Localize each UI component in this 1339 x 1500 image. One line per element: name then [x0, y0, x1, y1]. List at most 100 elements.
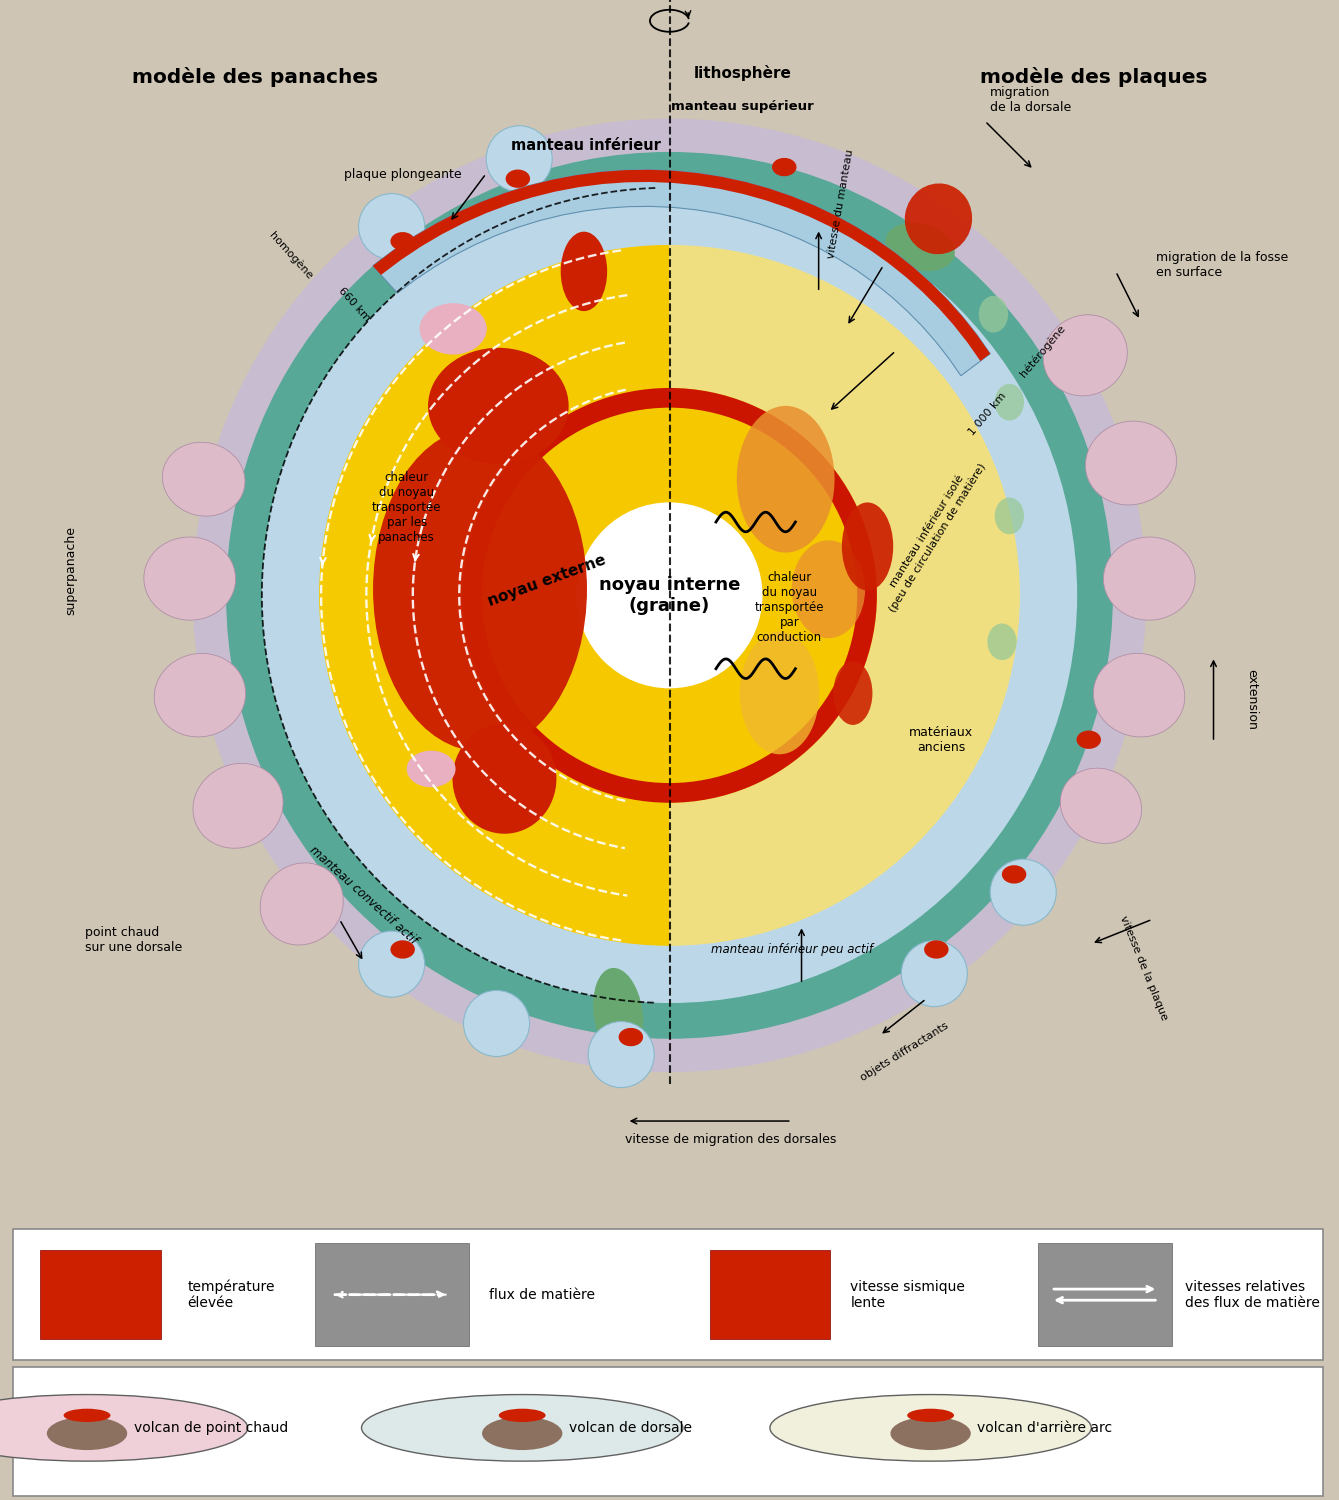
Polygon shape — [372, 170, 990, 362]
FancyBboxPatch shape — [13, 1366, 1323, 1496]
Text: 660 km: 660 km — [336, 285, 372, 324]
Text: hétérogène: hétérogène — [1018, 322, 1067, 380]
Text: plaque plongeante: plaque plongeante — [344, 168, 462, 182]
Ellipse shape — [482, 1416, 562, 1450]
Ellipse shape — [979, 296, 1008, 333]
Ellipse shape — [143, 537, 236, 620]
Ellipse shape — [260, 862, 343, 945]
Ellipse shape — [499, 1408, 546, 1422]
Text: chaleur
du noyau
transportée
par les
panaches: chaleur du noyau transportée par les pan… — [372, 471, 442, 544]
Ellipse shape — [64, 1408, 110, 1422]
Ellipse shape — [833, 662, 873, 724]
Text: manteau inférieur isolé
(peu de circulation de matière): manteau inférieur isolé (peu de circulat… — [877, 454, 988, 614]
Text: migration
de la dorsale: migration de la dorsale — [990, 86, 1071, 114]
Circle shape — [577, 503, 762, 688]
Ellipse shape — [47, 1416, 127, 1450]
Text: noyau interne
(graine): noyau interne (graine) — [599, 576, 740, 615]
Text: manteau inférieur: manteau inférieur — [511, 138, 661, 153]
Ellipse shape — [162, 442, 245, 516]
Circle shape — [359, 932, 424, 998]
Circle shape — [991, 859, 1056, 926]
Text: matériaux
anciens: matériaux anciens — [909, 726, 973, 753]
Text: vitesses relatives
des flux de matière: vitesses relatives des flux de matière — [1185, 1280, 1320, 1310]
Polygon shape — [372, 170, 990, 376]
Ellipse shape — [1086, 422, 1177, 506]
Text: vitesse de la plaque: vitesse de la plaque — [1118, 915, 1169, 1022]
Ellipse shape — [561, 231, 607, 310]
Ellipse shape — [419, 303, 487, 354]
Circle shape — [262, 188, 1077, 1004]
Text: vitesse sismique
lente: vitesse sismique lente — [850, 1280, 965, 1310]
Ellipse shape — [619, 1028, 643, 1045]
Text: chaleur
du noyau
transportée
par
conduction: chaleur du noyau transportée par conduct… — [755, 572, 823, 644]
Text: température
élevée: température élevée — [187, 1280, 274, 1310]
FancyBboxPatch shape — [1038, 1244, 1172, 1346]
Ellipse shape — [1060, 768, 1142, 843]
Circle shape — [359, 194, 424, 260]
Text: extension: extension — [1245, 669, 1257, 729]
Text: superpanache: superpanache — [64, 526, 76, 615]
Ellipse shape — [736, 406, 834, 552]
Wedge shape — [462, 388, 877, 802]
Ellipse shape — [193, 764, 283, 847]
Text: homogène: homogène — [266, 230, 315, 280]
FancyBboxPatch shape — [13, 1230, 1323, 1360]
Ellipse shape — [1077, 730, 1101, 748]
Text: modèle des panaches: modèle des panaches — [131, 68, 378, 87]
Circle shape — [770, 1395, 1091, 1461]
Text: manteau convectif actif: manteau convectif actif — [308, 843, 420, 946]
Ellipse shape — [1094, 654, 1185, 736]
Circle shape — [0, 1395, 248, 1461]
Ellipse shape — [924, 940, 948, 958]
Ellipse shape — [407, 750, 455, 788]
Text: flux de matière: flux de matière — [489, 1287, 595, 1302]
Ellipse shape — [890, 1416, 971, 1450]
Ellipse shape — [1043, 315, 1127, 396]
FancyBboxPatch shape — [315, 1244, 469, 1346]
Ellipse shape — [791, 540, 865, 638]
Ellipse shape — [1103, 537, 1196, 620]
Ellipse shape — [453, 723, 557, 834]
Ellipse shape — [987, 624, 1016, 660]
Circle shape — [226, 152, 1113, 1040]
Text: lithosphère: lithosphère — [694, 66, 791, 81]
Ellipse shape — [842, 503, 893, 591]
Text: volcan d'arrière arc: volcan d'arrière arc — [977, 1420, 1113, 1436]
Text: volcan de dorsale: volcan de dorsale — [569, 1420, 692, 1436]
Ellipse shape — [739, 632, 819, 754]
FancyBboxPatch shape — [40, 1251, 161, 1340]
Ellipse shape — [995, 384, 1024, 420]
Wedge shape — [319, 244, 670, 946]
FancyBboxPatch shape — [710, 1251, 830, 1340]
Ellipse shape — [908, 1408, 953, 1422]
Ellipse shape — [428, 348, 569, 464]
Wedge shape — [670, 244, 1020, 946]
Ellipse shape — [593, 968, 643, 1059]
Text: modèle des plaques: modèle des plaques — [980, 68, 1208, 87]
Ellipse shape — [391, 940, 415, 958]
Ellipse shape — [506, 170, 530, 188]
Circle shape — [193, 118, 1146, 1072]
Ellipse shape — [773, 158, 797, 176]
Text: vitesse de migration des dorsales: vitesse de migration des dorsales — [625, 1132, 837, 1146]
Text: vitesse du manteau: vitesse du manteau — [826, 148, 856, 260]
Ellipse shape — [154, 654, 245, 736]
Text: migration de la fosse
en surface: migration de la fosse en surface — [1156, 252, 1288, 279]
Ellipse shape — [391, 232, 415, 250]
Circle shape — [588, 1022, 655, 1088]
Text: noyau externe: noyau externe — [486, 552, 608, 609]
Text: manteau supérieur: manteau supérieur — [671, 100, 814, 112]
Text: objets diffractants: objets diffractants — [858, 1020, 949, 1083]
Ellipse shape — [995, 498, 1024, 534]
Ellipse shape — [885, 222, 955, 272]
Circle shape — [486, 126, 552, 192]
Text: volcan de point chaud: volcan de point chaud — [134, 1420, 288, 1436]
Circle shape — [462, 388, 877, 802]
Circle shape — [901, 940, 967, 1006]
Text: manteau inférieur peu actif: manteau inférieur peu actif — [711, 944, 873, 957]
Text: 1 000 km: 1 000 km — [967, 392, 1008, 438]
Ellipse shape — [905, 183, 972, 254]
Ellipse shape — [1002, 865, 1026, 883]
Circle shape — [463, 990, 529, 1056]
Text: point chaud
sur une dorsale: point chaud sur une dorsale — [86, 926, 182, 954]
